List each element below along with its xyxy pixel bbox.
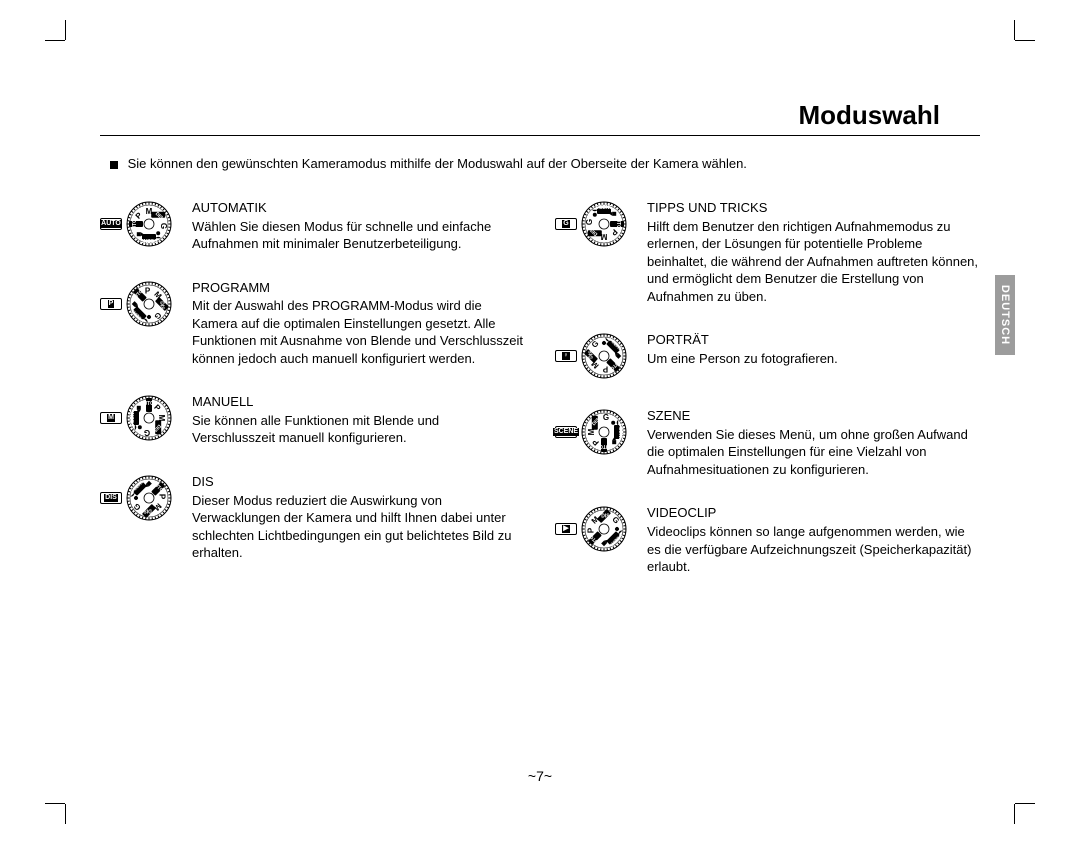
svg-text:G: G <box>159 223 168 229</box>
mode-indicator-icon: P <box>100 298 122 310</box>
svg-text:DIS: DIS <box>159 301 165 310</box>
page-number: ~7~ <box>100 768 980 784</box>
right-column: G AUTOPMDISGSCENE TIPPS UND TRICKS Hilft… <box>555 199 980 576</box>
indicator-label: SCENE <box>553 428 579 436</box>
mode-indicator-icon: G <box>555 218 577 230</box>
svg-text:AUTO: AUTO <box>615 215 621 229</box>
mode-text: AUTOMATIK Wählen Sie diesen Modus für sc… <box>192 199 525 253</box>
left-mode-0: AUTO AUTOPMDISGSCENE AUTOMATIK Wählen Si… <box>100 199 525 253</box>
mode-body: Hilft dem Benutzer den richtigen Aufnahm… <box>647 218 980 306</box>
mode-indicator-icon: DIS <box>100 492 122 504</box>
svg-text:SCENE: SCENE <box>617 424 623 442</box>
mode-dial-icon: AUTOPMDISGSCENE <box>124 473 174 523</box>
mode-body: Wählen Sie diesen Modus für schnelle und… <box>192 218 525 253</box>
svg-text:P: P <box>586 528 595 534</box>
intro-body: Sie können den gewünschten Kameramodus m… <box>128 156 747 171</box>
dial-wrap: P AUTOPMDISGSCENE <box>100 279 180 329</box>
mode-body: Um eine Person zu fotografieren. <box>647 350 980 368</box>
page-content: Moduswahl Sie können den gewünschten Kam… <box>100 100 980 784</box>
left-mode-3: DIS AUTOPMDISGSCENE DIS Dieser Modus red… <box>100 473 525 562</box>
right-mode-2: SCENE AUTOPMDISGSCENE SZENE Verwenden Si… <box>555 407 980 478</box>
svg-text:DIS: DIS <box>143 508 152 514</box>
mode-text: VIDEOCLIP Videoclips können so lange auf… <box>647 504 980 575</box>
svg-text:AUTO: AUTO <box>132 219 138 233</box>
indicator-label: G <box>562 220 569 228</box>
mode-heading: SZENE <box>647 407 980 425</box>
mode-body: Videoclips können so lange aufgenommen w… <box>647 523 980 576</box>
mode-heading: PORTRÄT <box>647 331 980 349</box>
mode-text: PORTRÄT Um eine Person zu fotografieren. <box>647 331 980 367</box>
mode-dial-icon: AUTOPMDISGSCENE <box>124 279 174 329</box>
mode-dial-icon: AUTOPMDISGSCENE <box>579 199 629 249</box>
mode-dial-icon: AUTOPMDISGSCENE <box>124 199 174 249</box>
dial-wrap: G AUTOPMDISGSCENE <box>555 199 635 249</box>
mode-heading: TIPPS UND TRICKS <box>647 199 980 217</box>
mode-heading: VIDEOCLIP <box>647 504 980 522</box>
mode-text: TIPPS UND TRICKS Hilft dem Benutzer den … <box>647 199 980 305</box>
mode-dial-icon: AUTOPMDISGSCENE <box>579 407 629 457</box>
indicator-label: M <box>107 414 115 422</box>
mode-indicator-icon: M <box>100 412 122 424</box>
page-title: Moduswahl <box>100 100 980 136</box>
mode-text: SZENE Verwenden Sie dieses Menü, um ohne… <box>647 407 980 478</box>
mode-body: Mit der Auswahl des PROGRAMM-Modus wird … <box>192 297 525 367</box>
left-column: AUTO AUTOPMDISGSCENE AUTOMATIK Wählen Si… <box>100 199 525 576</box>
mode-text: DIS Dieser Modus reduziert die Auswirkun… <box>192 473 525 562</box>
mode-indicator-icon: ▶ <box>555 523 577 535</box>
left-mode-2: M AUTOPMDISGSCENE MANUELL Sie können all… <box>100 393 525 447</box>
mode-indicator-icon: AUTO <box>100 218 122 230</box>
mode-dial-icon: AUTOPMDISGSCENE <box>579 331 629 381</box>
mode-indicator-icon: ♀ <box>555 350 577 362</box>
right-mode-1: ♀ AUTOPMDISGSCENE PORTRÄT Um eine Person… <box>555 331 980 381</box>
bullet-icon <box>110 161 118 169</box>
dial-wrap: SCENE AUTOPMDISGSCENE <box>555 407 635 457</box>
language-label: DEUTSCH <box>999 285 1011 345</box>
mode-heading: DIS <box>192 473 525 491</box>
svg-text:G: G <box>603 413 609 422</box>
left-mode-1: P AUTOPMDISGSCENE PROGRAMM Mit der Auswa… <box>100 279 525 368</box>
dial-wrap: AUTO AUTOPMDISGSCENE <box>100 199 180 249</box>
indicator-label: P <box>108 300 115 308</box>
indicator-label: ▶ <box>562 525 569 533</box>
mode-text: PROGRAMM Mit der Auswahl des PROGRAMM-Mo… <box>192 279 525 368</box>
dial-wrap: M AUTOPMDISGSCENE <box>100 393 180 443</box>
mode-body: Verwenden Sie dieses Menü, um ohne große… <box>647 426 980 479</box>
language-tab: DEUTSCH <box>995 275 1015 355</box>
mode-heading: MANUELL <box>192 393 525 411</box>
svg-text:P: P <box>145 286 151 295</box>
mode-body: Dieser Modus reduziert die Auswirkung vo… <box>192 492 525 562</box>
indicator-label: AUTO <box>100 220 122 228</box>
svg-text:DIS: DIS <box>601 514 610 520</box>
right-mode-0: G AUTOPMDISGSCENE TIPPS UND TRICKS Hilft… <box>555 199 980 305</box>
svg-text:AUTO: AUTO <box>140 401 154 407</box>
indicator-label: DIS <box>104 494 118 502</box>
svg-text:DIS: DIS <box>588 350 594 359</box>
indicator-label: ♀ <box>562 352 569 360</box>
svg-text:SCENE: SCENE <box>140 237 158 243</box>
mode-dial-icon: AUTOPMDISGSCENE <box>579 504 629 554</box>
svg-text:AUTO: AUTO <box>599 443 613 449</box>
mode-heading: PROGRAMM <box>192 279 525 297</box>
svg-text:SCENE: SCENE <box>130 409 136 427</box>
mode-columns: AUTO AUTOPMDISGSCENE AUTOMATIK Wählen Si… <box>100 199 980 576</box>
svg-text:P: P <box>158 494 167 500</box>
dial-wrap: ▶ AUTOPMDISGSCENE <box>555 504 635 554</box>
svg-text:G: G <box>144 428 150 437</box>
svg-text:SCENE: SCENE <box>595 205 613 211</box>
mode-indicator-icon: SCENE <box>555 426 577 438</box>
svg-text:G: G <box>585 219 594 225</box>
intro-text: Sie können den gewünschten Kameramodus m… <box>100 156 980 171</box>
mode-heading: AUTOMATIK <box>192 199 525 217</box>
right-mode-3: ▶ AUTOPMDISGSCENE VIDEOCLIP Videoclips k… <box>555 504 980 575</box>
dial-wrap: DIS AUTOPMDISGSCENE <box>100 473 180 523</box>
mode-body: Sie können alle Funktionen mit Blende un… <box>192 412 525 447</box>
dial-wrap: ♀ AUTOPMDISGSCENE <box>555 331 635 381</box>
mode-text: MANUELL Sie können alle Funktionen mit B… <box>192 393 525 447</box>
mode-dial-icon: AUTOPMDISGSCENE <box>124 393 174 443</box>
svg-text:P: P <box>602 365 608 374</box>
